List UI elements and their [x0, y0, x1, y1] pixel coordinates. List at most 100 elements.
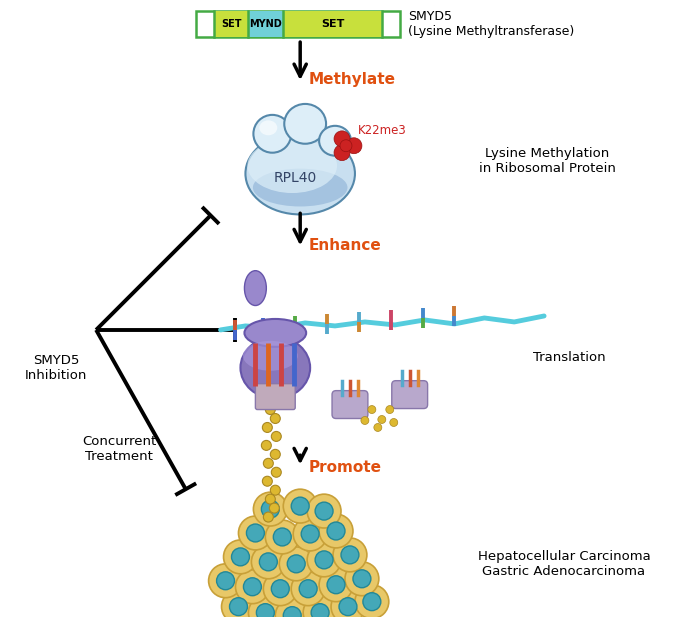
Circle shape [307, 543, 341, 577]
Circle shape [263, 459, 273, 468]
Ellipse shape [284, 104, 326, 144]
Circle shape [263, 572, 297, 606]
Circle shape [223, 540, 258, 574]
Circle shape [319, 568, 353, 602]
Circle shape [269, 503, 279, 513]
Circle shape [260, 553, 277, 571]
Ellipse shape [253, 115, 291, 153]
Circle shape [346, 138, 362, 154]
Text: K22me3: K22me3 [358, 124, 407, 137]
Circle shape [361, 417, 369, 425]
Circle shape [363, 593, 381, 611]
Circle shape [262, 441, 271, 451]
Circle shape [236, 570, 269, 604]
Circle shape [315, 551, 333, 569]
Circle shape [291, 497, 309, 515]
Circle shape [293, 517, 327, 551]
Circle shape [247, 524, 264, 542]
Circle shape [221, 590, 256, 618]
Circle shape [262, 423, 273, 433]
Circle shape [256, 604, 274, 618]
Circle shape [315, 502, 333, 520]
Circle shape [262, 500, 279, 518]
Text: Lysine Methylation
in Ribosomal Protein: Lysine Methylation in Ribosomal Protein [479, 146, 616, 175]
Circle shape [327, 522, 345, 540]
Circle shape [341, 546, 359, 564]
FancyBboxPatch shape [392, 381, 427, 408]
Ellipse shape [243, 341, 298, 371]
Circle shape [249, 596, 282, 618]
Ellipse shape [245, 133, 355, 214]
Circle shape [374, 423, 382, 431]
Circle shape [262, 476, 273, 486]
Circle shape [229, 598, 247, 616]
Text: Promote: Promote [308, 460, 381, 475]
Circle shape [303, 596, 337, 618]
Circle shape [353, 570, 371, 588]
Ellipse shape [247, 138, 337, 193]
Circle shape [271, 431, 282, 441]
Circle shape [251, 545, 285, 579]
Text: SMYD5
Inhibition: SMYD5 Inhibition [25, 353, 88, 382]
Circle shape [291, 572, 325, 606]
Text: Translation: Translation [533, 351, 606, 364]
Circle shape [271, 580, 289, 598]
Circle shape [284, 607, 301, 618]
Circle shape [271, 485, 280, 495]
Circle shape [355, 585, 389, 618]
Circle shape [273, 528, 291, 546]
Circle shape [390, 418, 398, 426]
Text: SET: SET [221, 19, 241, 29]
Circle shape [331, 590, 365, 618]
Circle shape [232, 548, 249, 566]
Circle shape [279, 547, 313, 581]
Circle shape [263, 512, 273, 522]
FancyBboxPatch shape [256, 384, 295, 410]
Circle shape [284, 489, 317, 523]
Circle shape [345, 562, 379, 596]
Circle shape [253, 492, 287, 526]
Ellipse shape [319, 126, 351, 156]
Circle shape [340, 140, 352, 151]
Text: SMYD5
(Lysine Methyltransferase): SMYD5 (Lysine Methyltransferase) [408, 11, 574, 38]
Circle shape [299, 580, 317, 598]
Circle shape [307, 494, 341, 528]
Text: RPL40: RPL40 [273, 171, 317, 185]
Text: MYND: MYND [249, 19, 282, 29]
Text: SET: SET [321, 19, 345, 29]
Ellipse shape [240, 337, 310, 399]
Bar [284, 11, 382, 37]
Ellipse shape [245, 271, 266, 305]
Text: Concurrent
Treatment: Concurrent Treatment [82, 435, 156, 464]
Text: Enhance: Enhance [308, 238, 381, 253]
Circle shape [333, 538, 367, 572]
Bar [249, 11, 284, 37]
Circle shape [368, 405, 376, 413]
Circle shape [287, 555, 306, 573]
Text: Methylate: Methylate [308, 72, 395, 87]
Circle shape [301, 525, 319, 543]
Circle shape [271, 449, 280, 459]
Circle shape [319, 514, 353, 548]
Circle shape [243, 578, 262, 596]
Circle shape [216, 572, 234, 590]
Circle shape [334, 145, 350, 161]
Circle shape [311, 604, 329, 618]
Circle shape [271, 413, 280, 423]
Circle shape [209, 564, 242, 598]
Circle shape [265, 494, 275, 504]
Circle shape [378, 415, 386, 423]
Circle shape [265, 405, 275, 415]
Ellipse shape [253, 169, 347, 206]
Circle shape [386, 405, 394, 413]
Circle shape [327, 576, 345, 594]
Text: Hepatocellular Carcinoma
Gastric Adenocarcinoma: Hepatocellular Carcinoma Gastric Adenoca… [477, 550, 650, 578]
Ellipse shape [260, 121, 277, 135]
FancyBboxPatch shape [332, 391, 368, 418]
Circle shape [275, 599, 309, 618]
Circle shape [238, 516, 273, 550]
Bar [196, 11, 400, 37]
Circle shape [265, 520, 299, 554]
Circle shape [339, 598, 357, 616]
Bar [214, 11, 249, 37]
